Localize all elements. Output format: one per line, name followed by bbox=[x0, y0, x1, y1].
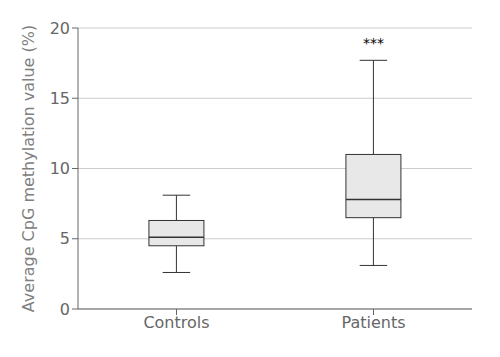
svg-text:0: 0 bbox=[60, 300, 70, 319]
svg-text:Average CpG methylation value: Average CpG methylation value (%) bbox=[19, 25, 38, 312]
svg-text:Controls: Controls bbox=[143, 313, 209, 332]
svg-text:***: *** bbox=[363, 35, 384, 51]
svg-text:Patients: Patients bbox=[341, 313, 405, 332]
svg-text:15: 15 bbox=[50, 89, 70, 108]
svg-text:10: 10 bbox=[50, 159, 70, 178]
svg-text:5: 5 bbox=[60, 229, 70, 248]
svg-text:20: 20 bbox=[50, 19, 70, 38]
